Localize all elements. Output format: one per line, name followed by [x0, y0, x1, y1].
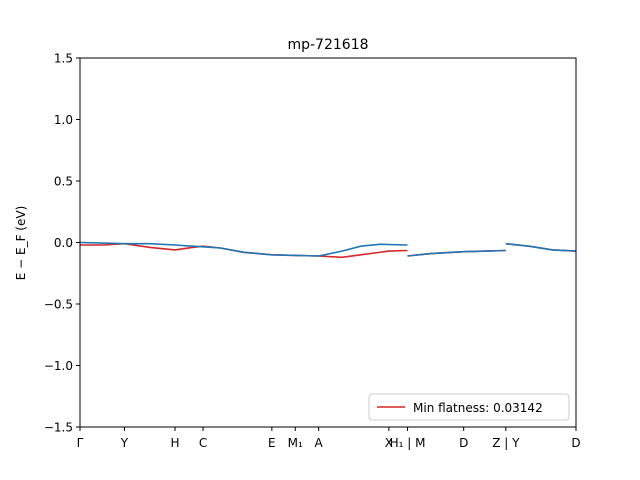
band-line-series-2 — [79, 241, 408, 257]
y-tick-label: 0.0 — [54, 236, 73, 250]
y-tick-label: 1.0 — [54, 113, 73, 127]
legend: Min flatness: 0.03142 — [368, 393, 570, 421]
y-tick-label: 1.5 — [54, 52, 73, 66]
plot-frame — [79, 57, 577, 428]
x-tick-label: E — [268, 436, 276, 450]
chart-title: mp-721618 — [287, 37, 368, 53]
x-axis-ticks: Γ Y H C E M₁ A XH₁ | M D Z | Y D — [77, 427, 581, 450]
y-tick-label: −1.0 — [44, 359, 73, 373]
x-tick-label: Γ — [77, 436, 84, 450]
band-line-series-1 — [80, 242, 408, 259]
y-tick-label: −0.5 — [44, 298, 73, 312]
x-tick-label: Y — [120, 436, 129, 450]
x-tick-label: Z | Y — [492, 436, 520, 450]
band-line-series-2 — [407, 249, 506, 257]
y-tick-label: 0.5 — [54, 175, 73, 189]
x-tick-label: D — [571, 436, 580, 450]
x-tick-label: A — [315, 436, 324, 450]
legend-label: Min flatness: 0.03142 — [413, 401, 543, 415]
x-tick-label: M₁ — [288, 436, 303, 450]
y-axis-label: E − E_F (eV) — [14, 206, 28, 281]
y-tick-label: −1.5 — [44, 421, 73, 435]
band-line-series-2 — [505, 242, 577, 252]
x-tick-label: H — [170, 436, 179, 450]
x-tick-label: X — [385, 436, 393, 450]
x-tick-label: D — [459, 436, 468, 450]
plot-area — [79, 241, 577, 259]
legend-box — [368, 393, 570, 421]
y-axis-ticks: 1.5 1.0 0.5 0.0 −0.5 −1.0 −1.5 — [44, 52, 80, 435]
x-tick-label: H₁ | M — [390, 436, 426, 450]
x-tick-label: C — [199, 436, 207, 450]
